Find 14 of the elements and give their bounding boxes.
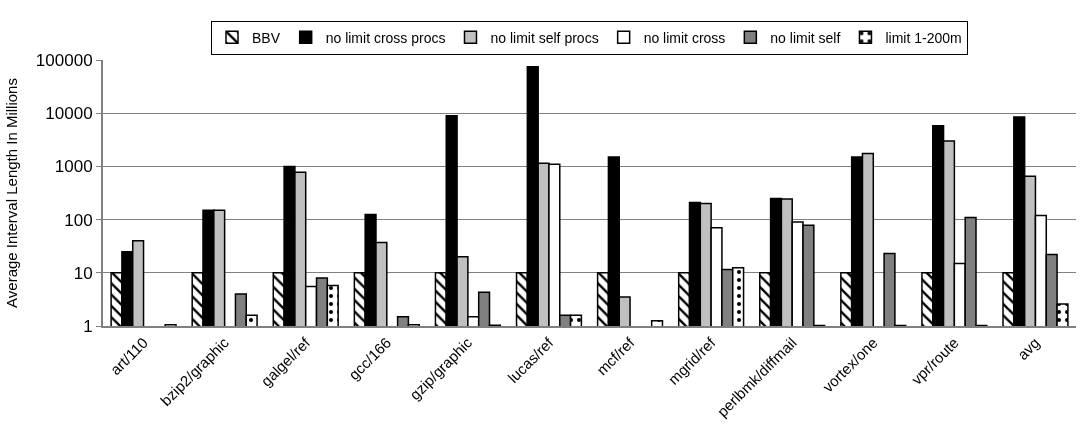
legend-label: no limit self procs — [490, 29, 599, 46]
y-tick-label: 10 — [73, 263, 93, 283]
y-tick-label: 10000 — [45, 104, 93, 124]
y-axis-title: Average Interval Length In Millions — [2, 78, 20, 308]
legend-label: no limit self — [770, 29, 841, 46]
y-tick-label: 1000 — [54, 157, 93, 177]
legend-label: limit 1-200m — [885, 29, 962, 46]
legend-label: no limit cross procs — [325, 29, 446, 46]
y-tick-label: 100 — [64, 210, 93, 230]
y-tick-label: 100000 — [35, 50, 93, 70]
x-tick-label: avg — [1013, 333, 1043, 364]
legend-label: no limit cross — [643, 29, 726, 46]
y-tick-label: 1 — [83, 316, 93, 336]
legend-label: BBV — [252, 29, 281, 46]
